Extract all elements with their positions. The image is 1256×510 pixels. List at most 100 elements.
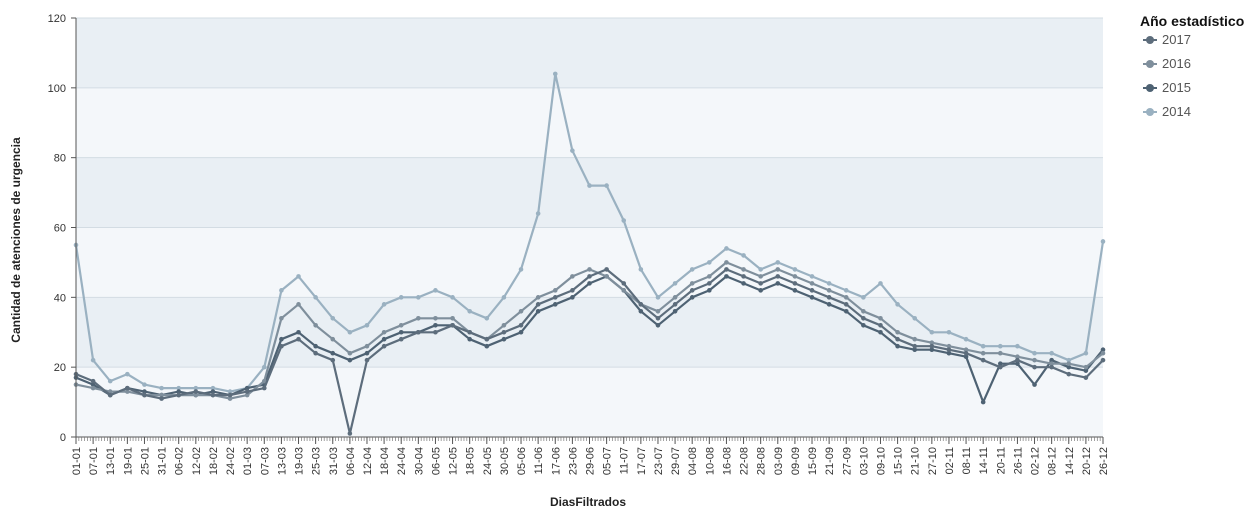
- data-point-2014: [90, 357, 96, 363]
- x-tick-label: 14-12: [1064, 447, 1076, 475]
- data-point-2017: [176, 392, 181, 398]
- data-point-2017: [501, 329, 507, 335]
- data-point-2016: [826, 288, 832, 293]
- y-tick-label: 100: [48, 83, 66, 95]
- y-tick-label: 60: [54, 223, 66, 235]
- plot-band: [76, 367, 1103, 437]
- x-tick-label: 09-10: [875, 447, 887, 475]
- x-tick-label: 02-11: [944, 447, 956, 474]
- x-axis-ticks: 01-01 07-01 13-01 19-01 25-01 31-01 06-02 12-02…: [71, 437, 1110, 475]
- data-point-2014: [450, 295, 455, 300]
- data-point-2015: [364, 350, 370, 356]
- legend-title: Año estadístico: [1140, 13, 1244, 29]
- x-tick-label: 31-03: [328, 447, 340, 475]
- data-point-2016: [193, 392, 199, 398]
- data-point-2016: [689, 281, 695, 286]
- data-point-2017: [963, 350, 969, 356]
- data-point-2015: [244, 385, 250, 391]
- data-point-2017: [604, 267, 609, 272]
- x-tick-label: 30-05: [499, 447, 511, 475]
- legend-item-2014: 2014: [1143, 104, 1191, 119]
- data-point-2017: [878, 322, 883, 328]
- data-point-2015: [381, 336, 387, 342]
- x-tick-label: 14-11: [978, 447, 990, 474]
- x-tick-label: 12-04: [362, 447, 374, 475]
- data-point-2014: [878, 281, 883, 286]
- legend-swatch-dot: [1146, 84, 1154, 92]
- x-tick-label: 01-01: [71, 447, 83, 475]
- x-tick-label: 11-06: [533, 447, 545, 474]
- data-point-2014: [1049, 350, 1054, 356]
- data-point-2017: [484, 336, 490, 342]
- data-point-2017: [142, 392, 147, 398]
- plot-band: [76, 18, 1103, 88]
- data-point-2015: [484, 343, 490, 349]
- legend-label: 2016: [1162, 56, 1191, 71]
- x-tick-label: 27-09: [841, 447, 853, 475]
- data-point-2015: [142, 389, 147, 394]
- data-point-2016: [1100, 350, 1106, 356]
- x-tick-label: 24-05: [482, 447, 494, 475]
- data-point-2015: [792, 288, 798, 293]
- data-point-2017: [861, 315, 866, 321]
- data-point-2015: [552, 302, 558, 307]
- data-point-2017: [843, 302, 849, 307]
- x-tick-label: 02-12: [1030, 447, 1042, 475]
- data-point-2017: [621, 281, 627, 286]
- data-point-2014: [1015, 343, 1020, 349]
- data-point-2017: [672, 302, 678, 307]
- data-point-2014: [296, 274, 301, 279]
- data-point-2017: [638, 302, 644, 307]
- x-tick-label: 28-08: [756, 447, 768, 475]
- x-tick-label: 31-01: [157, 447, 169, 475]
- data-point-2014: [912, 315, 918, 321]
- data-point-2015: [176, 389, 181, 394]
- data-point-2015: [826, 302, 832, 307]
- data-point-2014: [313, 295, 318, 300]
- x-tick-label: 24-02: [225, 447, 237, 475]
- data-point-2014: [107, 378, 113, 384]
- data-point-2017: [689, 288, 695, 293]
- x-tick-label: 26-11: [1012, 447, 1024, 474]
- data-point-2017: [416, 329, 421, 335]
- x-tick-label: 20-11: [995, 447, 1007, 474]
- x-tick-label: 16-08: [721, 447, 733, 475]
- data-point-2016: [1032, 357, 1037, 363]
- data-point-2014: [963, 336, 969, 342]
- data-point-2016: [878, 315, 883, 321]
- data-point-2014: [741, 253, 746, 258]
- x-tick-label: 12-05: [448, 447, 460, 475]
- x-tick-label: 29-07: [670, 447, 682, 475]
- x-tick-label: 22-08: [739, 447, 751, 475]
- data-point-2016: [758, 274, 763, 279]
- data-point-2016: [895, 329, 900, 335]
- plot-background: [76, 18, 1103, 437]
- data-point-2017: [159, 396, 164, 401]
- data-point-2015: [313, 343, 318, 349]
- data-point-2017: [912, 343, 918, 349]
- x-tick-label: 26-12: [1098, 447, 1110, 475]
- x-tick-label: 23-06: [567, 447, 579, 475]
- data-point-2014: [621, 218, 627, 223]
- x-tick-label: 18-02: [208, 447, 220, 475]
- data-point-2015: [638, 309, 644, 314]
- data-point-2016: [963, 347, 969, 353]
- data-point-2017: [193, 389, 199, 394]
- x-tick-label: 08-11: [961, 447, 973, 474]
- data-point-2015: [347, 357, 353, 363]
- data-point-2015: [707, 288, 712, 293]
- x-tick-label: 06-05: [430, 447, 442, 475]
- data-point-2017: [210, 392, 216, 398]
- x-axis-title: DiasFiltrados: [550, 495, 626, 509]
- data-point-2014: [689, 267, 695, 272]
- data-point-2014: [535, 211, 541, 216]
- data-point-2017: [655, 315, 661, 321]
- x-tick-label: 15-10: [893, 447, 905, 475]
- data-point-2015: [895, 343, 900, 349]
- legend-swatch-dot: [1146, 36, 1154, 44]
- data-point-2014: [929, 329, 935, 335]
- legend: Año estadístico 2017 2016 2015 2014: [1140, 13, 1244, 119]
- data-point-2015: [330, 350, 336, 356]
- data-point-2017: [707, 281, 712, 286]
- data-point-2016: [159, 392, 164, 398]
